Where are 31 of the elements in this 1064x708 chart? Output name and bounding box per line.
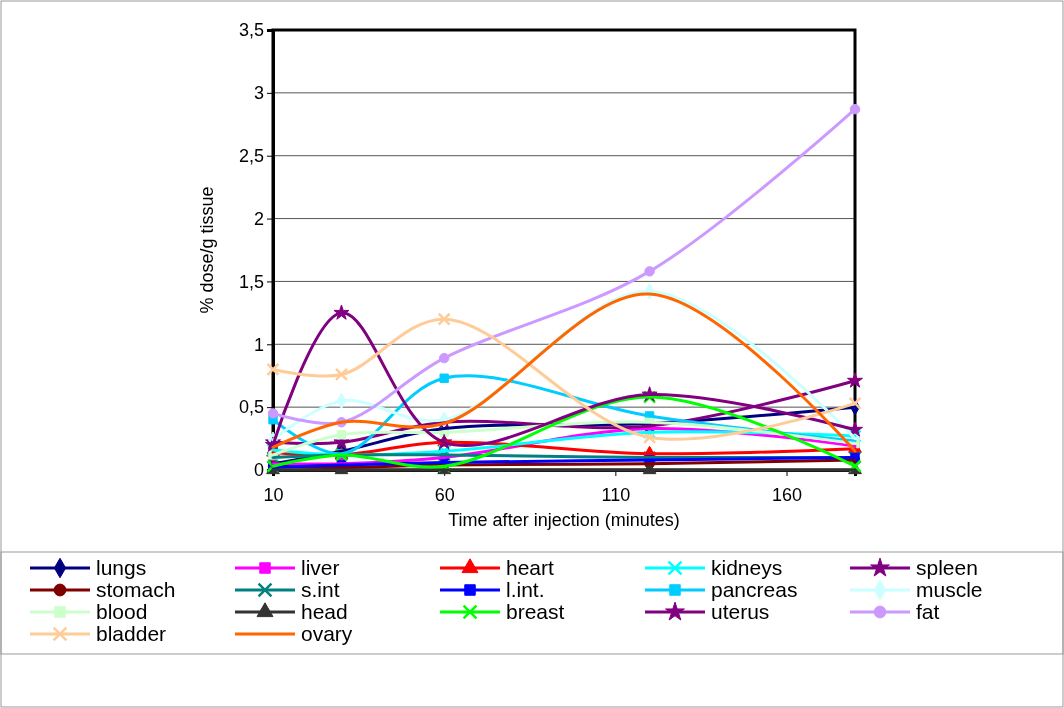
legend-label: breast: [506, 600, 565, 623]
x-tick-label: 10: [263, 484, 284, 505]
y-tick-label: 1,5: [238, 271, 264, 292]
x-tick-label: 60: [434, 484, 455, 505]
y-tick-label: 0,5: [238, 397, 264, 418]
y-tick-label: 2: [253, 208, 264, 229]
legend-label: bladder: [96, 622, 167, 645]
legend-label: blood: [96, 600, 148, 623]
legend-label: l.int.: [506, 578, 545, 601]
legend-label: kidneys: [711, 556, 783, 579]
legend-label: stomach: [96, 578, 176, 601]
y-tick-label: 2,5: [238, 145, 264, 166]
legend-label: s.int: [301, 578, 340, 601]
x-tick-label: 160: [772, 484, 803, 505]
legend-label: spleen: [916, 556, 978, 579]
legend-label: lungs: [96, 556, 147, 579]
y-tick-label: 1: [253, 334, 264, 355]
legend-label: muscle: [916, 578, 983, 601]
legend-label: uterus: [711, 600, 770, 623]
legend-label: heart: [506, 556, 555, 579]
legend-label: liver: [301, 556, 340, 579]
y-tick-label: 3: [253, 83, 264, 104]
y-tick-label: 3,5: [238, 20, 264, 41]
legend-label: ovary: [301, 622, 353, 645]
x-axis-title: Time after injection (minutes): [448, 510, 680, 530]
legend-label: pancreas: [711, 578, 798, 601]
legend-label: head: [301, 600, 348, 623]
y-axis-title: % dose/g tissue: [197, 186, 217, 314]
x-tick-label: 110: [601, 484, 631, 505]
legend-label: fat: [916, 600, 940, 623]
y-tick-label: 0: [253, 460, 264, 481]
